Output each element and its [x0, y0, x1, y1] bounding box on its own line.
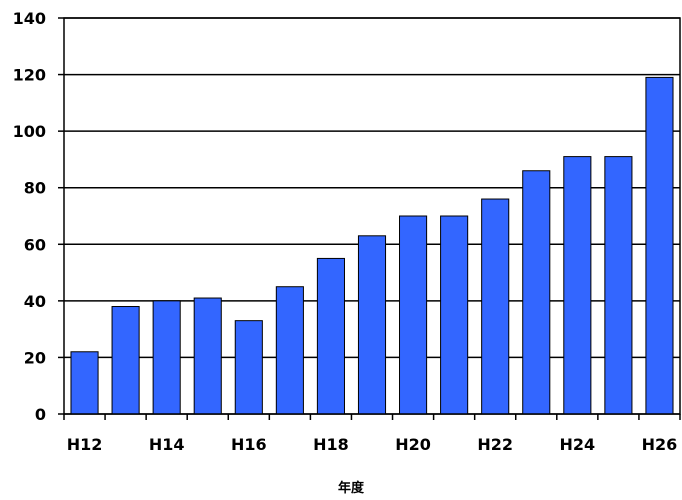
y-tick-label: 100	[13, 122, 46, 141]
x-tick-label: H18	[313, 435, 349, 454]
bar-H24	[563, 156, 592, 415]
bar-H21	[440, 215, 469, 415]
x-tick-label: H14	[149, 435, 185, 454]
bar-H22	[481, 198, 510, 415]
x-tick-label: H16	[231, 435, 267, 454]
bar-H25	[604, 156, 633, 415]
y-tick-label: 140	[13, 9, 46, 28]
x-axis-label: 年度	[338, 480, 365, 496]
bars	[70, 76, 674, 415]
bar-H19	[357, 235, 387, 415]
bar-H18	[316, 257, 345, 415]
bar-H12	[70, 351, 99, 415]
x-tick-label: H12	[67, 435, 103, 454]
x-tick-label: H22	[477, 435, 513, 454]
y-tick-label: 20	[24, 348, 46, 367]
bar-H17	[275, 286, 304, 415]
y-tick-labels: 0 20 40 60 80 100 120 140	[13, 9, 46, 424]
bar-H14	[152, 300, 181, 415]
bar-H23	[522, 170, 551, 415]
x-tick-label: H24	[560, 435, 596, 454]
x-tick-label: H26	[642, 435, 678, 454]
y-tick-label: 120	[13, 66, 46, 85]
bar-H13	[111, 306, 140, 415]
y-tick-label: 80	[24, 179, 46, 198]
y-tick-label: 60	[24, 235, 46, 254]
axes	[58, 17, 681, 420]
bar-H16	[234, 320, 263, 415]
x-tick-labels: H12 H14 H16 H18 H20 H22 H24 H26	[67, 435, 678, 454]
bar-H15	[193, 297, 222, 415]
y-tick-label: 40	[24, 292, 46, 311]
y-tick-label: 0	[35, 405, 46, 424]
plot-frame	[63, 17, 681, 415]
bar-H20	[399, 215, 428, 415]
bar-H26	[645, 76, 674, 415]
x-tick-label: H20	[395, 435, 431, 454]
